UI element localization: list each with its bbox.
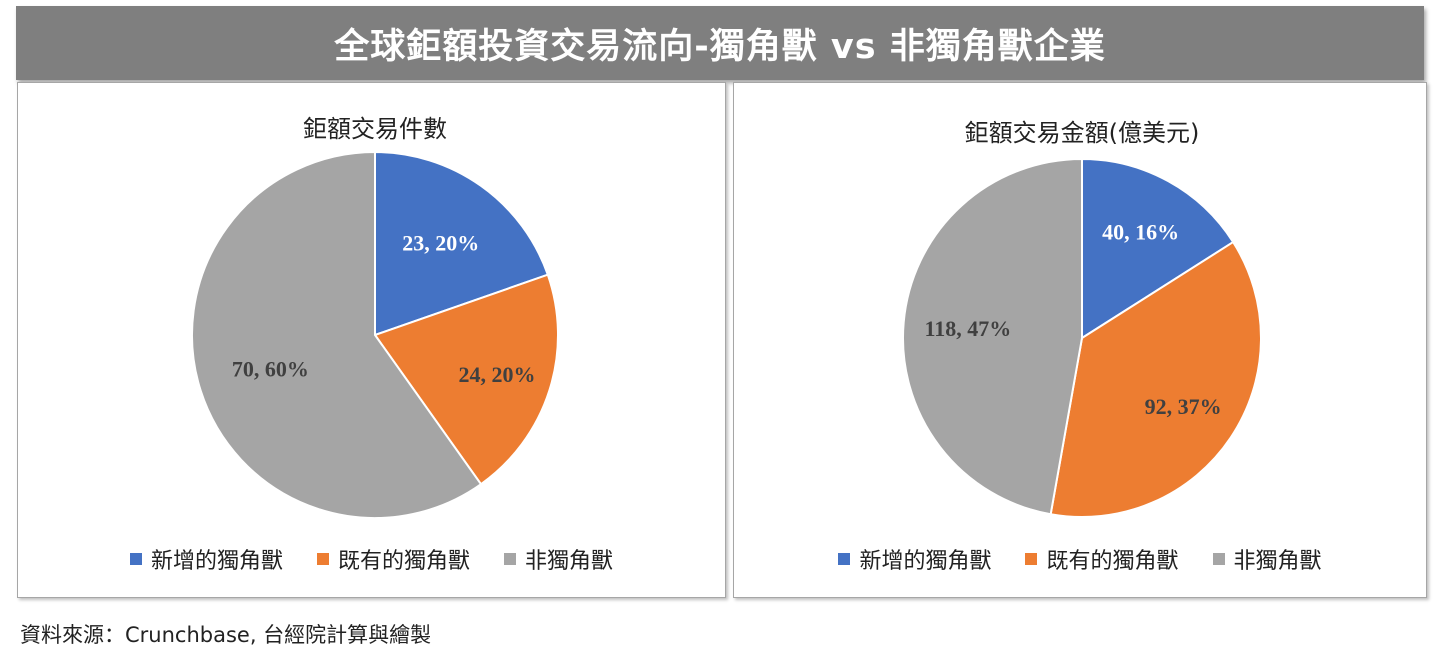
title-banner: 全球鉅額投資交易流向-獨角獸 vs 非獨角獸企業: [16, 6, 1424, 80]
data-label: 70, 60%: [232, 356, 309, 381]
slice-non-unicorn: [902, 157, 1083, 516]
data-label: 24, 20%: [459, 362, 536, 387]
legend-label: 既有的獨角獸: [1046, 549, 1179, 574]
legend-swatch: [1212, 553, 1225, 565]
source-note: 資料來源：Crunchbase, 台經院計算與繪製: [20, 623, 432, 647]
legend-swatch: [504, 553, 516, 565]
data-label: 92, 37%: [1145, 394, 1222, 419]
data-label: 118, 47%: [924, 316, 1011, 341]
legend-label: 新增的獨角獸: [859, 549, 992, 574]
legend-item-new-unicorn: 新增的獨角獸: [838, 543, 991, 575]
slice-non-unicorn: [191, 150, 483, 519]
legend-item-existing-unicorn: 既有的獨角獸: [316, 543, 470, 575]
legend-item-non-unicorn: 非獨角獸: [1212, 543, 1322, 575]
legend-label: 非獨角獸: [525, 549, 614, 574]
page-title: 全球鉅額投資交易流向-獨角獸 vs 非獨角獸企業: [334, 26, 1106, 67]
slice-existing-unicorn: [373, 273, 559, 486]
legend-label: 既有的獨角獸: [337, 549, 470, 574]
legend-swatch: [129, 553, 142, 565]
pie-chart-deal-count: 鉅額交易件數 23, 20% 24, 20% 70, 60%: [191, 115, 559, 519]
chart-title: 鉅額交易件數: [303, 115, 447, 143]
chart-title: 鉅額交易金額(億美元): [965, 119, 1200, 147]
legend-swatch: [316, 553, 329, 565]
legend-swatch: [1025, 553, 1038, 565]
data-label: 40, 16%: [1102, 219, 1179, 244]
legend-item-existing-unicorn: 既有的獨角獸: [1025, 543, 1179, 575]
legend-label: 新增的獨角獸: [150, 549, 283, 574]
data-label: 23, 20%: [402, 230, 479, 255]
legend: 新增的獨角獸 既有的獨角獸 非獨角獸: [18, 543, 725, 575]
slice-new-unicorn: [1081, 157, 1235, 340]
legend-item-new-unicorn: 新增的獨角獸: [129, 543, 283, 575]
slice-existing-unicorn: [1049, 240, 1262, 518]
legend-swatch: [838, 553, 851, 565]
chart-panel-deal-count: 鉅額交易件數 23, 20% 24, 20% 70, 60% 新增的獨角獸 既有的獨角…: [17, 82, 726, 598]
legend-label: 非獨角獸: [1233, 549, 1322, 574]
pie-chart-deal-amount: 鉅額交易金額(億美元) 40, 16% 92, 37% 118, 47%: [902, 119, 1262, 518]
legend: 新增的獨角獸 既有的獨角獸 非獨角獸: [734, 543, 1426, 575]
chart-panel-deal-amount: 鉅額交易金額(億美元) 40, 16% 92, 37% 118, 47% 新增的獨角獸…: [733, 82, 1427, 598]
legend-item-non-unicorn: 非獨角獸: [504, 543, 613, 575]
